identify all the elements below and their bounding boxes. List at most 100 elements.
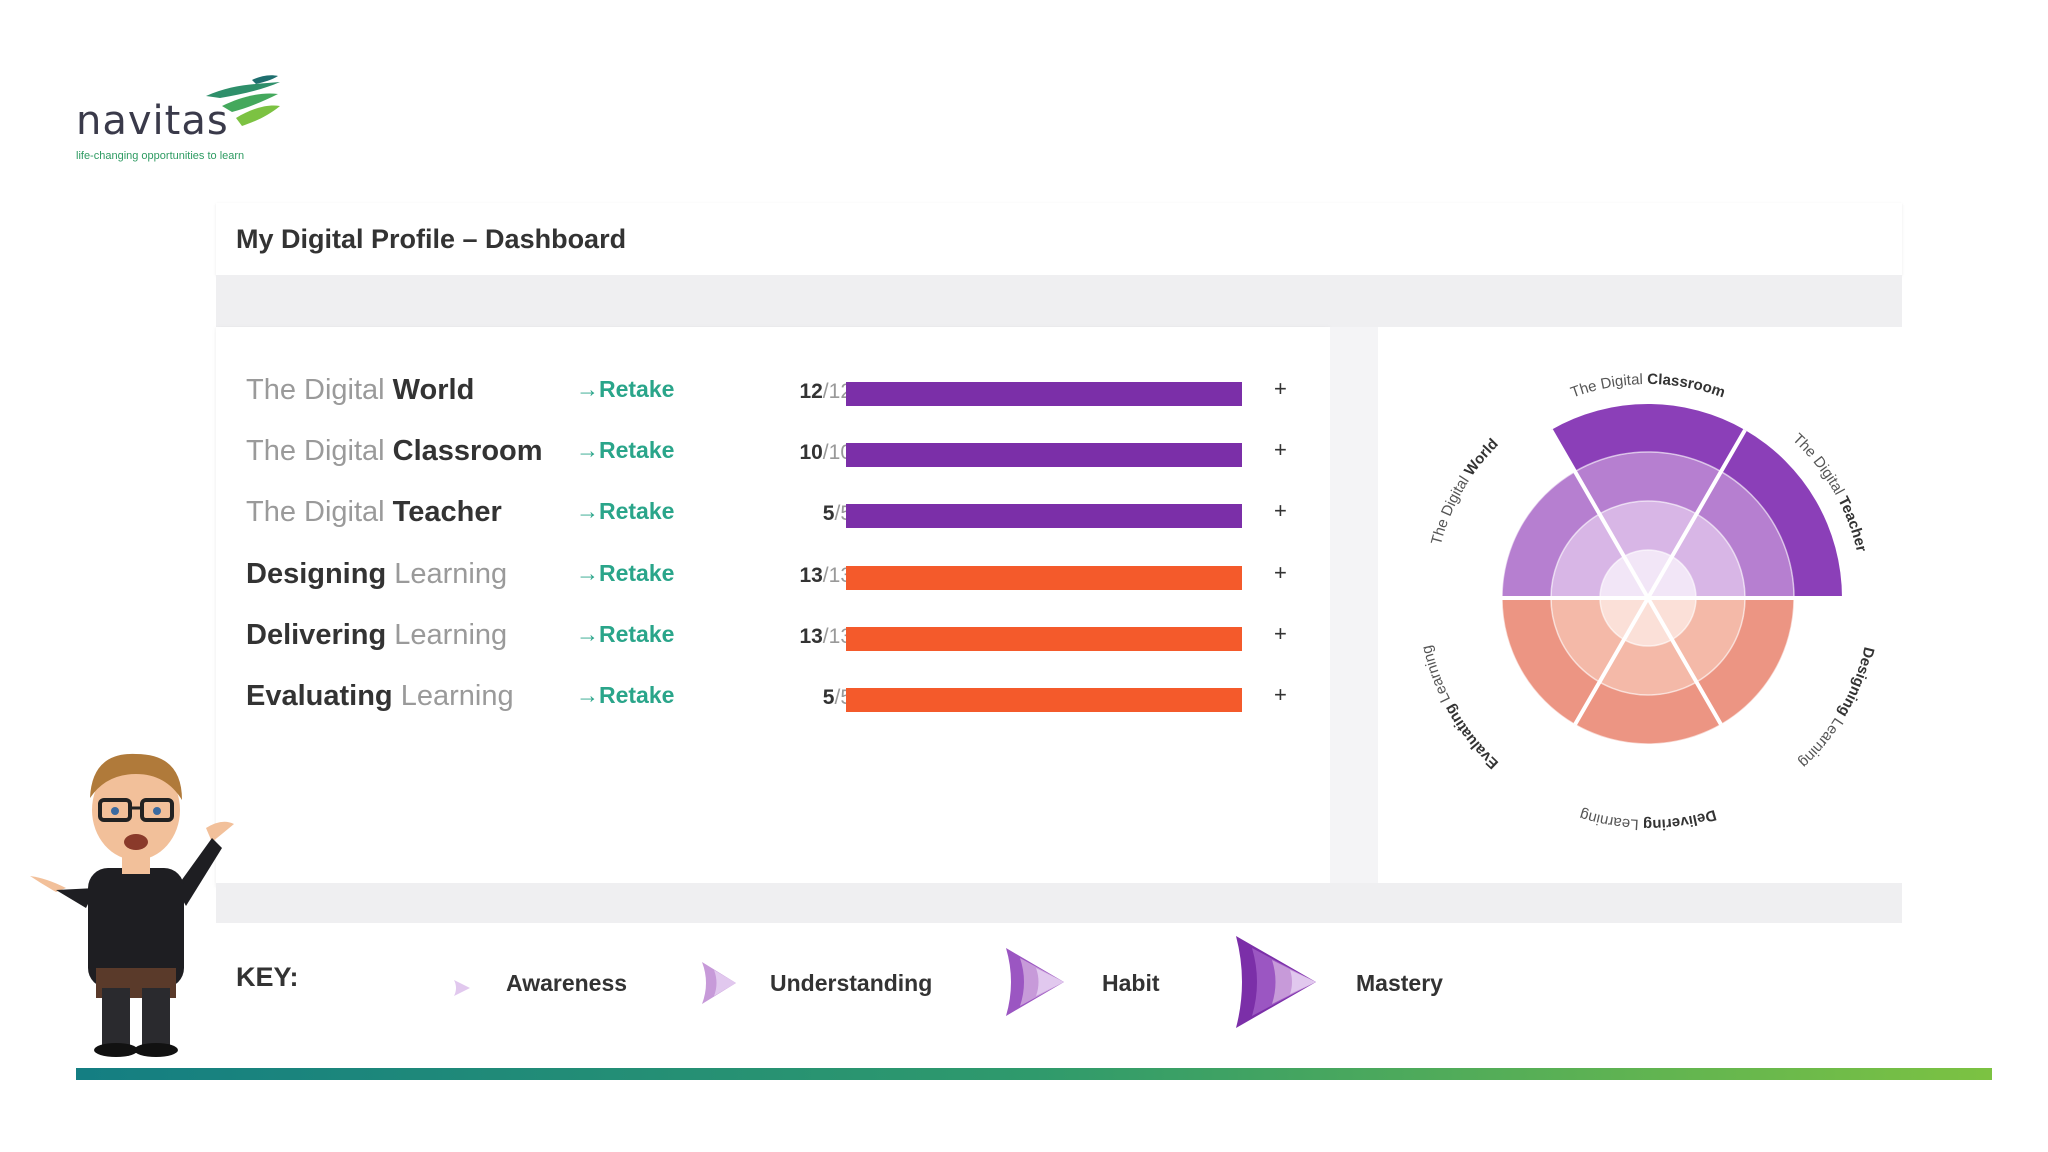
wheel-label-bold: Delivering [1643,806,1718,833]
expand-plus-icon[interactable]: + [1274,560,1287,585]
key-item-awareness: Awareness [506,970,628,996]
wheel-ring [1550,500,1746,696]
score-value: 13 [799,625,823,648]
logo-tagline: life-changing opportunities to learn [76,150,245,162]
category-row: Delivering Learning →Retake 13/13 + [216,607,1330,667]
retake-link[interactable]: →Retake [576,560,674,587]
expand-plus-icon[interactable]: + [1274,376,1287,401]
progress-bar-fill [846,382,1242,406]
category-name-light: The Digital [246,435,393,467]
retake-link[interactable]: →Retake [576,376,674,403]
retake-label: Retake [599,376,675,402]
footer-gradient-bar [76,1068,1992,1080]
progress-bar-fill [846,688,1242,712]
expand-plus-icon[interactable]: + [1274,621,1287,646]
progress-bar-fill [846,504,1242,528]
categories-panel: The Digital World →Retake 12/12 + The Digita… [216,327,1330,886]
wheel-label-bold: World [1461,435,1502,479]
category-name: Evaluating Learning [246,680,514,713]
category-name-light: Learning [386,558,508,590]
category-name-bold: Designing [246,558,387,590]
category-name-bold: World [392,374,475,406]
wheel-label-light: The Digital [1568,371,1647,401]
arrow-right-icon: → [576,621,599,647]
wheel-label: The Digital Classroom [1568,371,1727,401]
score: 5/5 [616,502,852,526]
header-band [216,275,1902,327]
retake-link[interactable]: →Retake [576,437,674,464]
key-band [216,883,1902,923]
retake-link[interactable]: →Retake [576,621,674,648]
key-item-habit: Habit [1102,970,1160,996]
category-name: The Digital Teacher [246,496,502,529]
score-value: 13 [799,564,823,587]
wheel-segment [1551,598,1624,683]
wheel-label: The Digital World [1428,435,1502,546]
wheel-segment [1624,598,1672,646]
category-name: Delivering Learning [246,619,507,652]
progress-bar [846,382,1242,406]
wheel-label-bold: Teacher [1834,494,1869,554]
understanding-icon [702,962,736,1004]
key-item-mastery: Mastery [1356,970,1443,996]
retake-label: Retake [599,621,675,647]
retake-label: Retake [599,682,675,708]
arrow-right-icon: → [576,498,599,524]
progress-bar [846,443,1242,467]
category-name-light: Learning [392,680,514,712]
score: 10/10 [616,441,852,465]
retake-label: Retake [599,498,675,524]
wheel-label: Designing Learning [1795,645,1877,771]
logo-wordmark: navitas [76,98,229,144]
key-item-understanding: Understanding [770,970,933,996]
wheel-label-light: Learning [1578,806,1643,833]
progress-bar [846,566,1242,590]
arrow-right-icon: → [576,560,599,586]
score-value: 12 [799,380,823,403]
expand-plus-icon[interactable]: + [1274,498,1287,523]
expand-plus-icon[interactable]: + [1274,682,1287,707]
key-label: KEY: [236,962,299,992]
wheel-label: Delivering Learning [1578,806,1718,833]
category-row: The Digital Classroom →Retake 10/10 + [216,423,1330,483]
wheel-segment [1599,501,1697,557]
score-separator: / [834,686,841,709]
score-separator: / [822,380,829,403]
score: 13/13 [616,564,852,588]
habit-icon [1006,948,1064,1016]
wheel-label: Evaluating Learning [1418,644,1502,772]
wheel-label-light: Learning [1795,711,1848,771]
awareness-icon [454,980,470,996]
retake-link[interactable]: →Retake [576,682,674,709]
wheel-segment [1696,598,1794,725]
wheel-segment [1502,598,1600,725]
score: 12/12 [616,380,852,404]
wheel-ring [1599,549,1697,647]
category-row: Designing Learning →Retake 13/13 + [216,546,1330,606]
category-name-light: The Digital [246,496,393,528]
category-name-bold: Evaluating [246,680,393,712]
score-separator: / [822,441,829,464]
wheel-segment [1502,471,1600,598]
category-name-bold: Teacher [392,496,502,528]
score-separator: / [822,625,829,648]
expand-plus-icon[interactable]: + [1274,437,1287,462]
wheel-divider [1573,596,1650,726]
score: 5/5 [616,686,852,710]
wheel-label-bold: Designing [1834,645,1877,720]
progress-bar [846,627,1242,651]
progress-bar [846,688,1242,712]
wheel-segment [1575,452,1721,514]
category-name: The Digital Classroom [246,435,543,468]
wheel-segment [1575,682,1721,744]
progress-bar-fill [846,443,1242,467]
avatar [30,753,234,1057]
wheel-divider [1646,596,1723,726]
retake-label: Retake [599,437,675,463]
wheel-segment [1624,550,1672,598]
wheel-segment [1551,513,1624,598]
wheel-segment [1551,404,1745,472]
retake-link[interactable]: →Retake [576,498,674,525]
mastery-icon [1236,936,1316,1028]
wheel-label-bold: Classroom [1647,371,1727,401]
